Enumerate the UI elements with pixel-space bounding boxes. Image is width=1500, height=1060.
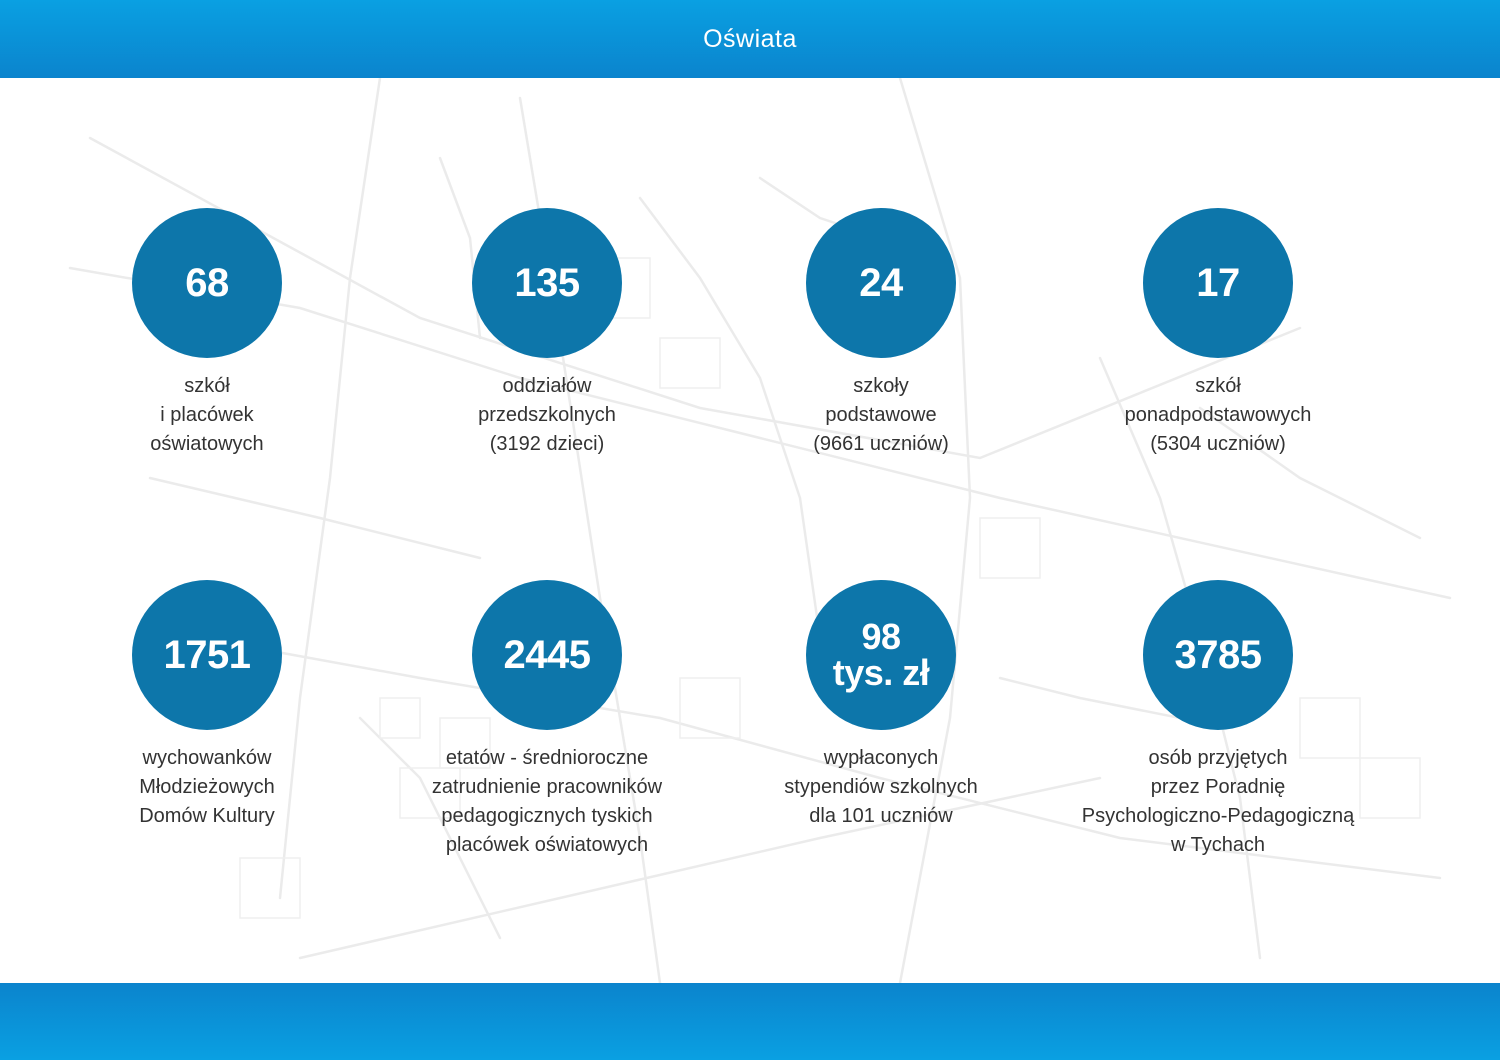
- stat-value: 3785: [1174, 633, 1262, 677]
- stat-value: 1751: [163, 633, 251, 677]
- stat-circle: 3785: [1143, 580, 1293, 730]
- stat-label: szkół ponadpodstawowych (5304 uczniów): [1124, 375, 1312, 455]
- stat-circle: 1751: [132, 580, 282, 730]
- stat-label: szkół i placówek oświatowych: [150, 375, 264, 455]
- stat-circle: 98 tys. zł: [806, 580, 956, 730]
- stat-value: 135: [514, 261, 580, 305]
- city-map-background: [68, 78, 1452, 983]
- stat-label: szkoły podstawowe (9661 uczniów): [813, 375, 949, 455]
- stat-label: oddziałów przedszkolnych (3192 dzieci): [478, 375, 616, 455]
- stat-teaching-positions: 2445 etatów - średnioroczne zatrudnienie…: [382, 580, 712, 860]
- page-title: Oświata: [703, 24, 797, 53]
- stat-circle: 17: [1143, 208, 1293, 358]
- stat-circle: 24: [806, 208, 956, 358]
- stat-circle: 135: [472, 208, 622, 358]
- footer-bar: [0, 983, 1500, 1060]
- stat-primary-schools: 24 szkoły podstawowe (9661 uczniów): [716, 208, 1046, 459]
- stat-value: 24: [859, 261, 903, 305]
- stat-counseling-clinic: 3785 osób przyjętych przez Poradnię Psyc…: [1053, 580, 1383, 860]
- stat-label: etatów - średnioroczne zatrudnienie prac…: [431, 747, 663, 856]
- stat-value: 17: [1196, 261, 1240, 305]
- stat-label: osób przyjętych przez Poradnię Psycholog…: [1081, 747, 1355, 856]
- stat-value: 68: [185, 261, 229, 305]
- stat-circle: 2445: [472, 580, 622, 730]
- stat-label: wypłaconych stypendiów szkolnych dla 101…: [784, 747, 978, 827]
- stat-label: wychowanków Młodzieżowych Domów Kultury: [139, 747, 275, 827]
- stat-scholarships: 98 tys. zł wypłaconych stypendiów szkoln…: [716, 580, 1046, 831]
- header-bar: Oświata: [0, 0, 1500, 78]
- stat-schools: 68 szkół i placówek oświatowych: [42, 208, 372, 459]
- stat-circle: 68: [132, 208, 282, 358]
- stat-preschool-units: 135 oddziałów przedszkolnych (3192 dziec…: [382, 208, 712, 459]
- stat-secondary-schools: 17 szkół ponadpodstawowych (5304 uczniów…: [1053, 208, 1383, 459]
- stat-value: 2445: [503, 633, 591, 677]
- stat-youth-culture-houses: 1751 wychowanków Młodzieżowych Domów Kul…: [42, 580, 372, 831]
- stat-value: 98 tys. zł: [832, 616, 930, 693]
